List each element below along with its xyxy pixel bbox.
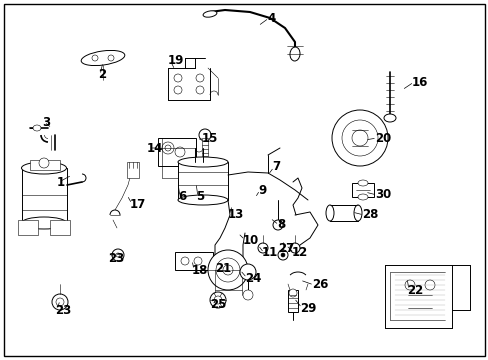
Circle shape <box>281 253 285 257</box>
Circle shape <box>209 292 225 308</box>
Bar <box>175 252 213 270</box>
Text: 22: 22 <box>406 284 423 297</box>
Text: 28: 28 <box>361 208 378 221</box>
Circle shape <box>162 142 174 154</box>
Bar <box>329 205 357 221</box>
Circle shape <box>240 264 256 280</box>
Ellipse shape <box>353 205 361 221</box>
Circle shape <box>196 86 203 94</box>
Ellipse shape <box>178 157 227 167</box>
Circle shape <box>207 250 247 290</box>
Circle shape <box>164 145 171 151</box>
Circle shape <box>424 280 434 290</box>
Text: 25: 25 <box>209 298 226 311</box>
Bar <box>287 290 297 312</box>
Circle shape <box>351 130 367 146</box>
Circle shape <box>174 86 182 94</box>
Text: 9: 9 <box>258 184 265 197</box>
Ellipse shape <box>81 50 124 66</box>
Text: 21: 21 <box>215 261 231 274</box>
Text: 8: 8 <box>276 219 285 231</box>
Bar <box>158 138 196 166</box>
Ellipse shape <box>325 205 333 221</box>
Circle shape <box>341 120 377 156</box>
Text: 15: 15 <box>202 131 218 144</box>
Text: 13: 13 <box>227 208 244 221</box>
Text: 30: 30 <box>374 189 390 202</box>
Bar <box>127 162 139 178</box>
Bar <box>178 162 227 200</box>
Circle shape <box>196 74 203 82</box>
Circle shape <box>56 298 64 306</box>
Text: 7: 7 <box>271 161 280 174</box>
Ellipse shape <box>203 11 217 17</box>
Circle shape <box>258 243 267 253</box>
Text: 14: 14 <box>147 141 163 154</box>
Bar <box>22 168 67 223</box>
Circle shape <box>39 158 49 168</box>
Circle shape <box>289 243 299 253</box>
Text: 23: 23 <box>55 303 71 316</box>
Text: 5: 5 <box>196 190 204 203</box>
Circle shape <box>92 55 98 61</box>
Circle shape <box>278 250 287 260</box>
Text: 19: 19 <box>168 54 184 67</box>
Text: 11: 11 <box>262 247 278 260</box>
Bar <box>202 138 207 156</box>
Circle shape <box>108 55 114 61</box>
Circle shape <box>223 265 232 275</box>
Text: 27: 27 <box>278 242 294 255</box>
Circle shape <box>181 257 189 265</box>
Text: 12: 12 <box>291 247 307 260</box>
Text: 3: 3 <box>42 116 50 129</box>
Text: 23: 23 <box>108 252 124 265</box>
Text: 6: 6 <box>178 190 186 203</box>
Text: 4: 4 <box>266 12 275 24</box>
Circle shape <box>272 220 283 230</box>
Ellipse shape <box>21 217 66 229</box>
Text: 18: 18 <box>192 264 208 276</box>
Circle shape <box>216 258 240 282</box>
Text: 20: 20 <box>374 131 390 144</box>
Circle shape <box>199 129 210 141</box>
Text: 24: 24 <box>244 271 261 284</box>
Ellipse shape <box>33 125 41 131</box>
Circle shape <box>214 296 222 304</box>
Circle shape <box>175 147 184 157</box>
Bar <box>351 183 373 197</box>
Text: 16: 16 <box>411 76 427 89</box>
Ellipse shape <box>289 47 300 61</box>
Circle shape <box>404 280 414 290</box>
Ellipse shape <box>383 114 395 122</box>
Text: 26: 26 <box>311 279 328 292</box>
Bar <box>18 220 38 235</box>
Text: 2: 2 <box>98 68 106 81</box>
Ellipse shape <box>21 162 66 174</box>
Circle shape <box>174 74 182 82</box>
Bar <box>30 160 60 170</box>
Text: 10: 10 <box>243 234 259 247</box>
Circle shape <box>194 257 202 265</box>
Ellipse shape <box>178 195 227 205</box>
Bar <box>50 220 70 235</box>
Text: 1: 1 <box>57 175 65 189</box>
Circle shape <box>331 110 387 166</box>
Circle shape <box>112 249 124 261</box>
Ellipse shape <box>357 180 367 186</box>
Circle shape <box>243 290 252 300</box>
Text: 17: 17 <box>130 198 146 211</box>
Text: 29: 29 <box>299 302 316 315</box>
Ellipse shape <box>357 194 367 200</box>
Circle shape <box>288 289 296 297</box>
Circle shape <box>52 294 68 310</box>
Circle shape <box>116 253 120 257</box>
